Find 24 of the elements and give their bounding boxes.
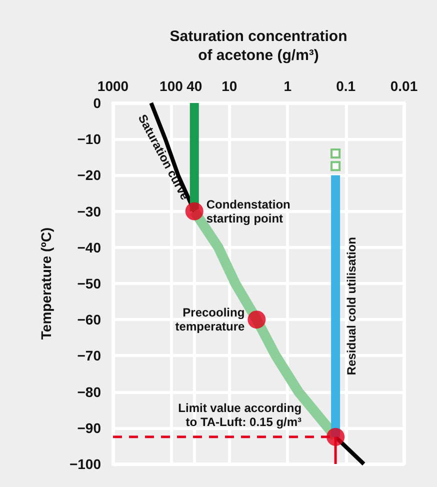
y-tick-label: −30 bbox=[77, 203, 102, 220]
y-tick-label: 0 bbox=[93, 95, 102, 111]
y-tick-label: −100 bbox=[69, 456, 102, 472]
y-tick-label: −20 bbox=[77, 167, 102, 184]
y-tick-label: −90 bbox=[77, 420, 102, 436]
x-tick-label: 0.1 bbox=[336, 78, 356, 94]
x-axis-title: Saturation concentration of acetone (g/m³) bbox=[170, 28, 348, 64]
y-tick-label: −50 bbox=[77, 276, 102, 292]
x-tick-label: 10 bbox=[222, 78, 238, 94]
annotation: Condenstation starting point bbox=[206, 197, 290, 226]
x-tick-label: 40 bbox=[186, 78, 202, 94]
y-tick-label: −80 bbox=[77, 384, 102, 400]
y-axis-title: Temperature (ºC) bbox=[38, 227, 54, 340]
text: Residual cold utilisation bbox=[344, 237, 359, 376]
x-tick-label: 1000 bbox=[97, 78, 129, 94]
y-tick-label: −40 bbox=[77, 239, 102, 256]
y-tick-label: −10 bbox=[77, 131, 102, 148]
x-tick-label: 0.01 bbox=[390, 78, 418, 94]
annotation: Precooling temperature bbox=[175, 306, 245, 334]
y-tick-label: −60 bbox=[77, 312, 102, 328]
y-tick-label: −70 bbox=[77, 348, 102, 364]
x-tick-label: 1 bbox=[284, 78, 292, 94]
annotation: Limit value according to TA-Luft: 0.15 g/m³ bbox=[178, 400, 302, 429]
x-tick-label: 100 bbox=[160, 78, 184, 94]
